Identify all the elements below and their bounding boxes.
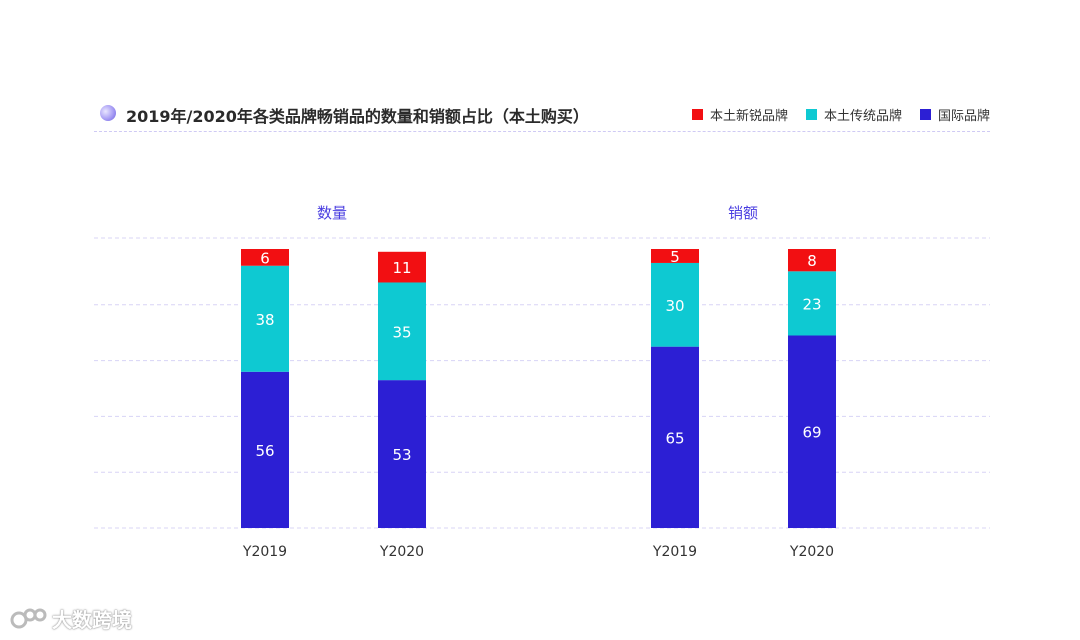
data-label: 11: [392, 259, 411, 277]
header-divider: [94, 131, 990, 132]
data-label: 8: [807, 252, 817, 270]
watermark-text: 大数跨境: [52, 608, 132, 632]
x-tick-label: Y2019: [242, 544, 287, 560]
watermark: 大数跨境: [10, 604, 132, 633]
bar-segment: [788, 249, 836, 272]
legend: 本土新锐品牌 本土传统品牌 国际品牌: [674, 105, 990, 124]
bar-segment: [241, 249, 289, 266]
bar-segment: [788, 271, 836, 336]
bar-segment: [651, 249, 699, 263]
legend-label-new-local: 本土新锐品牌: [709, 109, 788, 124]
data-label: 56: [255, 442, 274, 460]
x-tick-label: Y2020: [379, 544, 424, 560]
legend-item-international: 国际品牌: [919, 105, 990, 124]
legend-swatch-traditional-local: [805, 109, 817, 120]
legend-swatch-international: [919, 109, 931, 120]
panel-title: 销额: [728, 204, 758, 222]
legend-label-traditional-local: 本土传统品牌: [823, 109, 902, 124]
data-label: 35: [392, 323, 411, 341]
data-label: 23: [802, 295, 821, 313]
bar-segment: [651, 346, 699, 528]
bar-segment: [378, 282, 426, 381]
data-label: 6: [260, 249, 270, 267]
bar-segment: [241, 371, 289, 528]
data-label: 5: [670, 248, 680, 266]
data-label: 38: [255, 311, 274, 329]
logo-icon: [10, 608, 47, 628]
chart-title: 2019年/2020年各类品牌畅销品的数量和销额占比（本土购买）: [126, 107, 589, 126]
bar-segment: [378, 380, 426, 528]
title-bullet-icon: [100, 105, 116, 121]
bar-segment: [378, 251, 426, 283]
data-label: 53: [392, 446, 411, 464]
legend-item-new-local: 本土新锐品牌: [691, 105, 788, 124]
data-label: 65: [665, 429, 684, 447]
panel-title: 数量: [317, 204, 347, 222]
data-label: 69: [802, 424, 821, 442]
bar-segment: [651, 262, 699, 347]
chart-header: 2019年/2020年各类品牌畅销品的数量和销额占比（本土购买） 本土新锐品牌 …: [94, 96, 990, 134]
legend-item-traditional-local: 本土传统品牌: [805, 105, 902, 124]
legend-swatch-new-local: [691, 109, 703, 120]
x-tick-label: Y2019: [652, 544, 697, 560]
data-label: 30: [665, 297, 684, 315]
bar-segment: [788, 335, 836, 528]
legend-label-international: 国际品牌: [937, 109, 990, 124]
bar-segment: [241, 265, 289, 372]
x-tick-label: Y2020: [789, 544, 834, 560]
